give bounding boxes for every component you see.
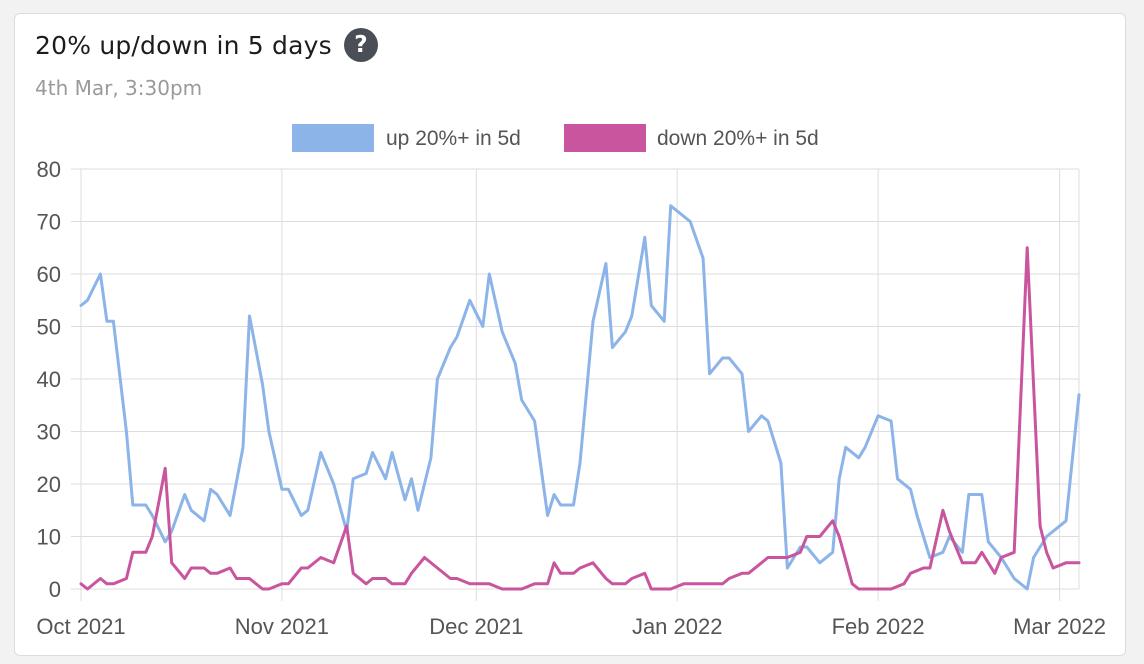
x-tick-label: Nov 2021 xyxy=(235,614,329,639)
y-tick-label: 0 xyxy=(49,577,61,602)
series-line-up xyxy=(79,204,1081,591)
axes: 0 10 20 30 40 50 60 70 80 Oct 2021 Nov 2021 Dec 202… xyxy=(36,157,1106,639)
help-icon[interactable]: ? xyxy=(343,28,378,62)
legend-label: down 20%+ in 5d xyxy=(657,127,819,150)
card-header: 20% up/down in 5 days ? xyxy=(35,28,378,62)
y-tick-label: 50 xyxy=(37,315,61,340)
chart-title: 20% up/down in 5 days xyxy=(35,30,332,60)
y-tick-label: 70 xyxy=(37,210,61,235)
y-tick-label: 10 xyxy=(37,525,61,550)
grid xyxy=(71,168,1080,601)
y-tick-label: 40 xyxy=(37,367,61,392)
x-tick-label: Feb 2022 xyxy=(832,614,925,639)
legend: up 20%+ in 5d down 20%+ in 5d xyxy=(292,124,819,152)
legend-swatch xyxy=(564,124,646,152)
y-tick-label: 20 xyxy=(37,472,61,497)
x-tick-label: Mar 2022 xyxy=(1013,614,1106,639)
x-tick-label: Dec 2021 xyxy=(429,614,523,639)
y-tick-label: 30 xyxy=(37,420,61,445)
y-tick-label: 80 xyxy=(37,157,61,182)
x-tick-label: Jan 2022 xyxy=(632,614,723,639)
y-tick-label: 60 xyxy=(37,262,61,287)
series-line-down xyxy=(79,246,1081,591)
legend-label: up 20%+ in 5d xyxy=(386,127,521,150)
chart-card: 20% up/down in 5 days ? 4th Mar, 3:30pm xyxy=(14,13,1126,656)
series-lines xyxy=(79,204,1081,591)
x-tick-label: Oct 2021 xyxy=(36,614,125,639)
chart-subtitle: 4th Mar, 3:30pm xyxy=(35,76,203,100)
legend-swatch xyxy=(292,124,374,152)
